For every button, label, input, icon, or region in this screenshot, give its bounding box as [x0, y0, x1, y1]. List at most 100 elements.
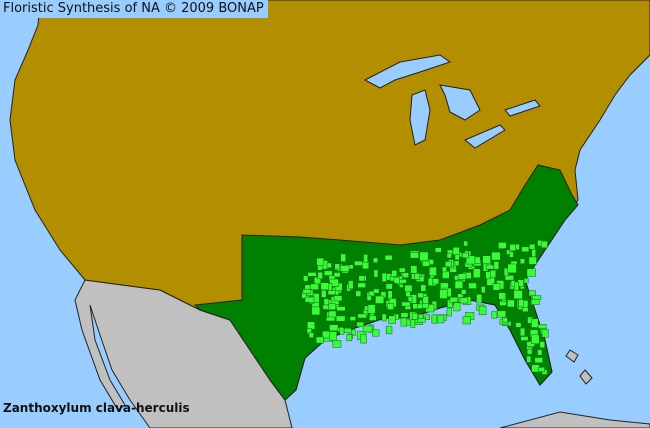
lake-huron — [439, 84, 481, 121]
county-present — [531, 334, 540, 344]
county-present — [343, 327, 352, 333]
lake-ontario — [504, 99, 541, 117]
county-present — [387, 303, 394, 310]
county-present — [372, 257, 379, 264]
species-name: Zanthoxylum clava-herculis — [3, 401, 190, 415]
county-present — [463, 240, 468, 247]
county-present — [323, 270, 333, 276]
county-present — [541, 240, 548, 249]
county-present — [429, 266, 437, 277]
county-present — [531, 364, 540, 373]
county-present — [400, 317, 407, 327]
county-present — [307, 272, 317, 277]
county-present — [462, 316, 471, 325]
county-present — [418, 313, 424, 319]
county-present — [410, 265, 418, 274]
county-present — [439, 289, 448, 299]
county-present — [372, 329, 380, 337]
county-present — [304, 296, 315, 303]
county-present — [473, 268, 481, 278]
county-present — [302, 289, 311, 294]
county-present — [519, 327, 526, 337]
county-present — [398, 267, 406, 273]
county-present — [526, 341, 535, 347]
county-present — [476, 294, 483, 304]
county-present — [498, 292, 506, 300]
county-present — [353, 260, 364, 266]
county-present — [357, 313, 367, 319]
county-present — [520, 336, 529, 341]
lake-superior — [363, 54, 452, 89]
county-present — [385, 283, 393, 290]
county-present — [422, 260, 430, 267]
county-present — [457, 273, 467, 280]
county-present — [373, 269, 379, 278]
county-present — [325, 316, 336, 322]
county-present — [402, 272, 409, 278]
county-present — [362, 325, 373, 333]
county-present — [333, 295, 343, 302]
county-present — [362, 261, 370, 270]
county-present — [523, 278, 529, 284]
county-present — [434, 247, 442, 253]
county-present — [526, 268, 536, 277]
county-present — [419, 251, 429, 261]
county-present — [326, 262, 332, 269]
county-present — [420, 284, 427, 292]
county-present — [444, 261, 452, 268]
county-present — [334, 263, 340, 271]
county-present — [333, 272, 341, 278]
county-present — [497, 310, 507, 318]
county-present — [453, 302, 461, 312]
county-present — [539, 341, 545, 349]
county-present — [358, 275, 365, 282]
county-present — [340, 253, 346, 263]
county-present — [411, 312, 418, 320]
county-present — [531, 318, 539, 328]
county-present — [384, 254, 393, 261]
county-present — [513, 290, 523, 300]
county-present — [340, 265, 350, 272]
lake-erie — [464, 124, 506, 149]
map-title: Floristic Synthesis of NA © 2009 BONAP — [0, 0, 268, 18]
county-present — [454, 280, 464, 289]
county-present — [462, 252, 469, 259]
county-present — [404, 284, 413, 292]
county-present — [315, 336, 324, 344]
county-present — [356, 321, 365, 327]
county-present — [519, 258, 525, 264]
county-present — [504, 275, 514, 281]
county-present — [329, 278, 339, 287]
county-present — [485, 264, 494, 270]
county-present — [493, 261, 500, 270]
county-present — [518, 299, 524, 308]
county-present — [328, 310, 337, 318]
county-present — [515, 322, 522, 328]
county-present — [509, 251, 514, 258]
county-present — [446, 253, 452, 259]
county-present — [449, 267, 457, 273]
county-present — [422, 296, 429, 304]
county-present — [507, 263, 517, 274]
county-present — [400, 312, 409, 318]
county-present — [424, 314, 430, 320]
county-present — [349, 316, 356, 321]
county-present — [360, 334, 367, 344]
county-present — [491, 251, 501, 261]
county-present — [368, 290, 375, 297]
county-present — [381, 313, 387, 322]
county-present — [449, 297, 459, 303]
county-present — [529, 243, 536, 250]
county-present — [363, 254, 369, 263]
county-present — [507, 299, 515, 308]
county-present — [454, 254, 460, 261]
county-present — [339, 327, 345, 335]
lake-michigan — [409, 89, 431, 146]
county-present — [534, 357, 543, 364]
county-present — [321, 289, 327, 298]
county-present — [401, 301, 411, 307]
county-present — [357, 282, 366, 288]
county-present — [399, 279, 407, 284]
cuba-island — [499, 411, 650, 428]
